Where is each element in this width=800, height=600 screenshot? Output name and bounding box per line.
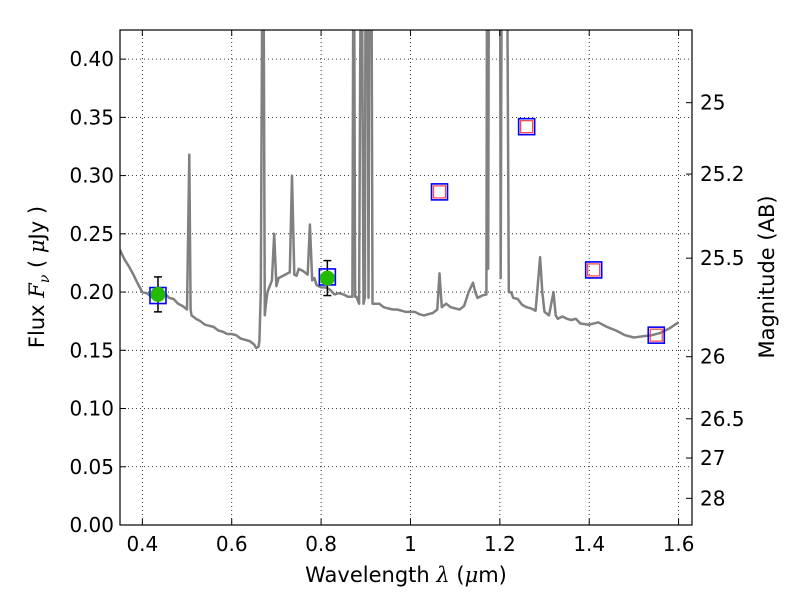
y-tick-label: 0.40 — [69, 47, 114, 71]
y-tick-label: 0.35 — [69, 105, 114, 129]
detection-marker — [150, 286, 166, 302]
y2-tick-label: 28 — [700, 486, 725, 510]
y-axis-label: Flux Fν ( μJy ) — [25, 206, 53, 348]
y2-axis-label: Magnitude (AB) — [755, 195, 779, 358]
y-tick-label: 0.05 — [69, 455, 114, 479]
y-tick-label: 0.15 — [69, 338, 114, 362]
photometry-marker — [587, 263, 601, 277]
model-band-marker — [430, 183, 449, 201]
x-tick-label: 0.6 — [216, 532, 248, 556]
photometry-marker — [432, 185, 447, 199]
x-tick-label: 0.4 — [126, 532, 158, 556]
y-tick-label: 0.20 — [69, 280, 114, 304]
plot-area-background — [120, 30, 692, 525]
photometry-marker — [520, 120, 534, 134]
plot-frame — [119, 29, 693, 526]
y-tick-label: 0.30 — [69, 164, 114, 188]
model-band-marker — [584, 261, 603, 279]
x-tick-label: 0.8 — [305, 532, 337, 556]
model-spectrum-line — [120, 30, 680, 350]
y2-tick-label: 25 — [700, 91, 725, 115]
x-axis-label: Wavelength λ (μm) — [305, 563, 507, 587]
y-tick-label: 0.25 — [69, 222, 114, 246]
ticks: 0.4 0.6 0.8 1 1.2 1.4 1.6 0.00 0.05 0.10 0.15 0.20 0… — [69, 30, 745, 556]
y2-tick-label: 26 — [700, 345, 725, 369]
y2-tick-label: 27 — [700, 446, 725, 470]
model-band-marker — [517, 117, 536, 136]
detection-marker — [319, 270, 335, 286]
y-tick-label: 0.10 — [69, 397, 114, 421]
y2-tick-label: 25.2 — [700, 162, 745, 186]
plot-body — [120, 30, 680, 350]
y2-tick-label: 25.5 — [700, 246, 745, 270]
x-tick-label: 1.6 — [663, 532, 695, 556]
y-tick-label: 0.00 — [69, 513, 114, 537]
y2-tick-label: 26.5 — [700, 407, 745, 431]
model-band-marker — [647, 326, 666, 344]
x-tick-label: 1.4 — [573, 532, 605, 556]
photometry-marker — [649, 328, 663, 342]
x-tick-label: 1 — [404, 532, 417, 556]
x-tick-label: 1.2 — [484, 532, 516, 556]
